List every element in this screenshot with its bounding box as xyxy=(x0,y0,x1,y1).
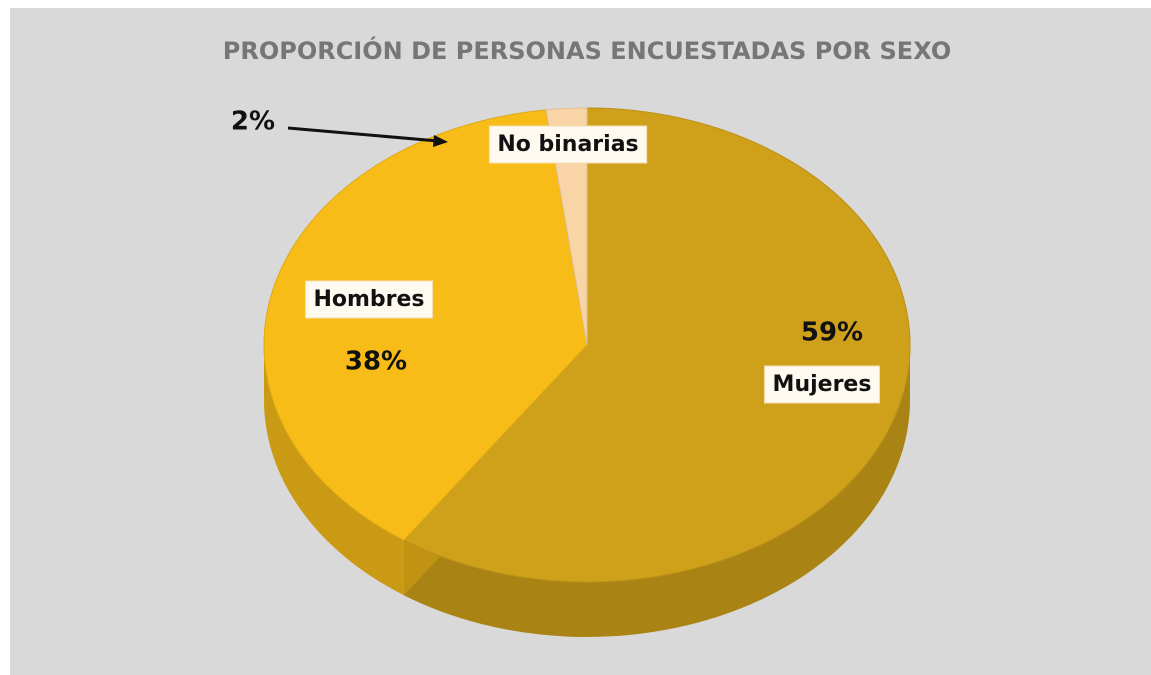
chart-title: PROPORCIÓN DE PERSONAS ENCUESTADAS POR S… xyxy=(223,35,952,65)
label-box xyxy=(764,365,880,404)
category-label-text: Hombres xyxy=(313,287,424,312)
category-label-text: Mujeres xyxy=(773,372,872,397)
pie-slice xyxy=(545,107,588,346)
category-label: Hombres xyxy=(304,280,434,319)
pie xyxy=(263,107,911,637)
category-label-text: No binarias xyxy=(497,132,638,157)
value-label: 59% xyxy=(801,318,863,348)
label-box xyxy=(488,125,648,164)
label-box xyxy=(304,280,434,319)
pie-slice xyxy=(403,107,911,583)
pie-side xyxy=(264,345,404,596)
pie-side xyxy=(403,345,910,637)
value-label: 2% xyxy=(231,107,275,137)
category-label: Mujeres xyxy=(764,365,880,404)
labels: Mujeres 59% Hombres 38% No binarias 2% xyxy=(231,107,880,404)
leader-line xyxy=(287,126,439,143)
category-label: No binarias xyxy=(488,125,648,164)
value-label: 38% xyxy=(345,347,407,377)
pie-slice xyxy=(263,109,588,541)
leader-arrowhead xyxy=(433,135,448,147)
